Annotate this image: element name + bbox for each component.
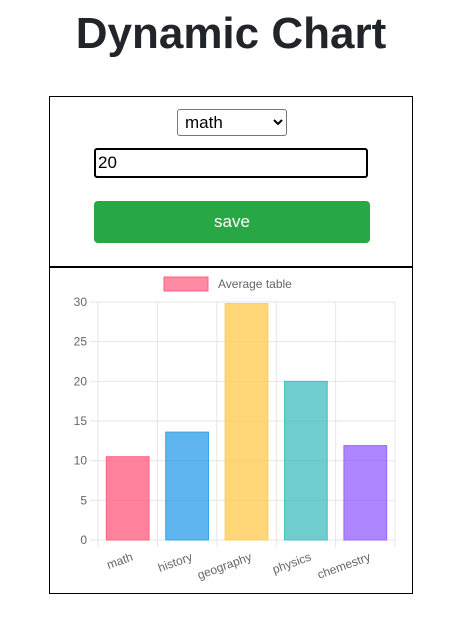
value-input[interactable]	[94, 148, 368, 178]
x-tick-label: physics	[271, 550, 313, 577]
bar-chemestry	[343, 445, 388, 541]
x-tick-label: math	[105, 550, 135, 572]
x-tick-label: chemestry	[316, 550, 373, 582]
y-tick-label: 0	[80, 533, 87, 547]
y-tick-label: 25	[74, 335, 88, 349]
page-title: Dynamic Chart	[75, 9, 387, 58]
y-tick-label: 30	[74, 295, 88, 309]
legend-label: Average table	[218, 277, 292, 291]
legend-swatch	[163, 276, 209, 292]
y-tick-label: 20	[74, 374, 88, 388]
bar-chart: Average table 0 5 10 15 20 25 30 math history geog…	[74, 276, 396, 583]
x-tick-label: geography	[195, 550, 253, 583]
bar-physics	[284, 380, 328, 541]
x-tick-label: history	[156, 550, 194, 575]
save-button[interactable]: save	[94, 201, 370, 243]
bar-history	[165, 431, 209, 541]
bar-math	[105, 456, 150, 541]
bar-geography	[224, 303, 269, 541]
y-tick-label: 15	[74, 414, 88, 428]
y-tick-label: 10	[74, 454, 88, 468]
chart-container: Average table 0 5 10 15 20 25 30 math history geog…	[49, 266, 413, 594]
y-tick-label: 5	[80, 493, 87, 507]
